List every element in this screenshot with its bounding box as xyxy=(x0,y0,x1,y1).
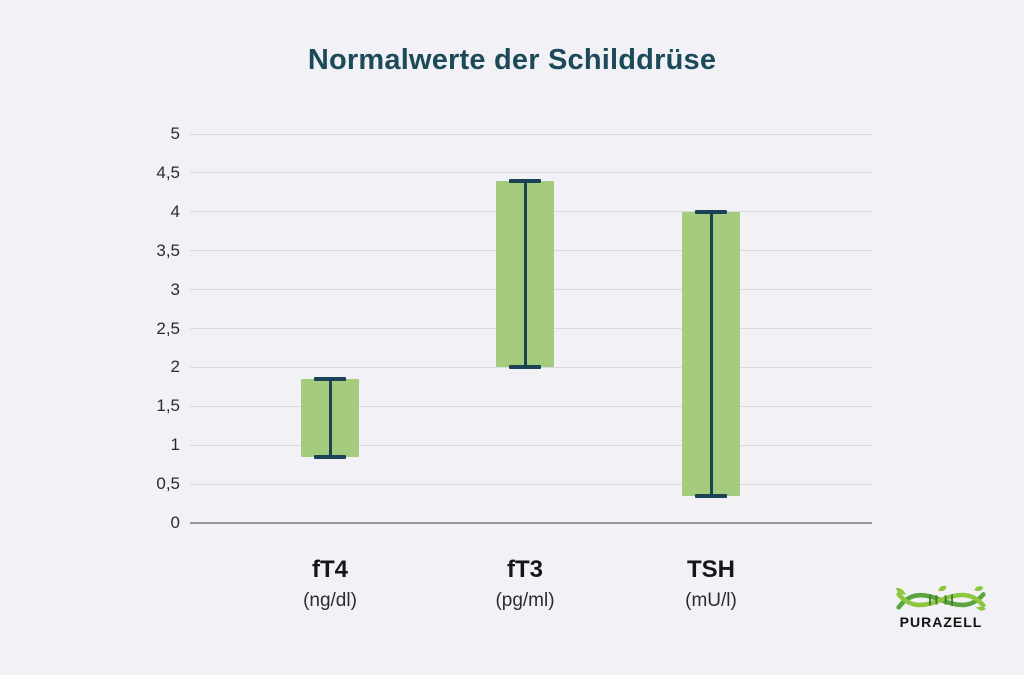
y-tick-label: 1,5 xyxy=(156,396,180,416)
y-tick-label: 0,5 xyxy=(156,474,180,494)
gridline xyxy=(190,483,872,485)
whisker-cap xyxy=(314,454,346,459)
category-unit-ft3: (pg/ml) xyxy=(495,590,555,611)
y-tick-label: 3,5 xyxy=(156,240,180,260)
y-tick-label: 2 xyxy=(170,357,180,377)
dna-strand xyxy=(896,592,986,608)
whisker-cap xyxy=(695,493,727,498)
whisker-cap xyxy=(314,377,346,382)
gridline xyxy=(190,172,872,174)
y-tick-label: 4,5 xyxy=(156,162,180,182)
category-label-tsh: TSH xyxy=(687,556,735,583)
x-axis-line xyxy=(190,522,872,524)
whisker-line xyxy=(328,379,332,457)
whisker-line xyxy=(709,211,713,496)
category-unit-ft4: (ng/dl) xyxy=(303,590,357,611)
y-tick-label: 1 xyxy=(170,435,180,455)
category-unit-tsh: (mU/l) xyxy=(685,590,737,611)
category-label-ft3: fT3 xyxy=(507,556,543,583)
gridline xyxy=(190,444,872,446)
category-label-ft4: fT4 xyxy=(312,556,348,583)
purazell-logo: PURAZELL xyxy=(892,586,990,630)
leaf-shape xyxy=(974,586,984,592)
y-tick-label: 3 xyxy=(170,279,180,299)
y-tick-label: 0 xyxy=(170,513,180,532)
whisker-line xyxy=(523,180,527,368)
gridline xyxy=(190,133,872,135)
whisker-cap xyxy=(509,178,541,183)
y-tick-label: 5 xyxy=(170,124,180,143)
leaf-shape xyxy=(895,587,907,595)
whisker-cap xyxy=(509,365,541,370)
chart-title: Normalwerte der Schilddrüse xyxy=(307,44,717,76)
whisker-cap xyxy=(695,209,727,214)
dna-leaf-logo-icon xyxy=(895,586,987,611)
leaf-shape xyxy=(938,586,947,592)
brand-name: PURAZELL xyxy=(899,614,983,630)
gridline xyxy=(190,405,872,407)
y-tick-label: 2,5 xyxy=(156,318,180,338)
y-tick-label: 4 xyxy=(170,201,180,221)
